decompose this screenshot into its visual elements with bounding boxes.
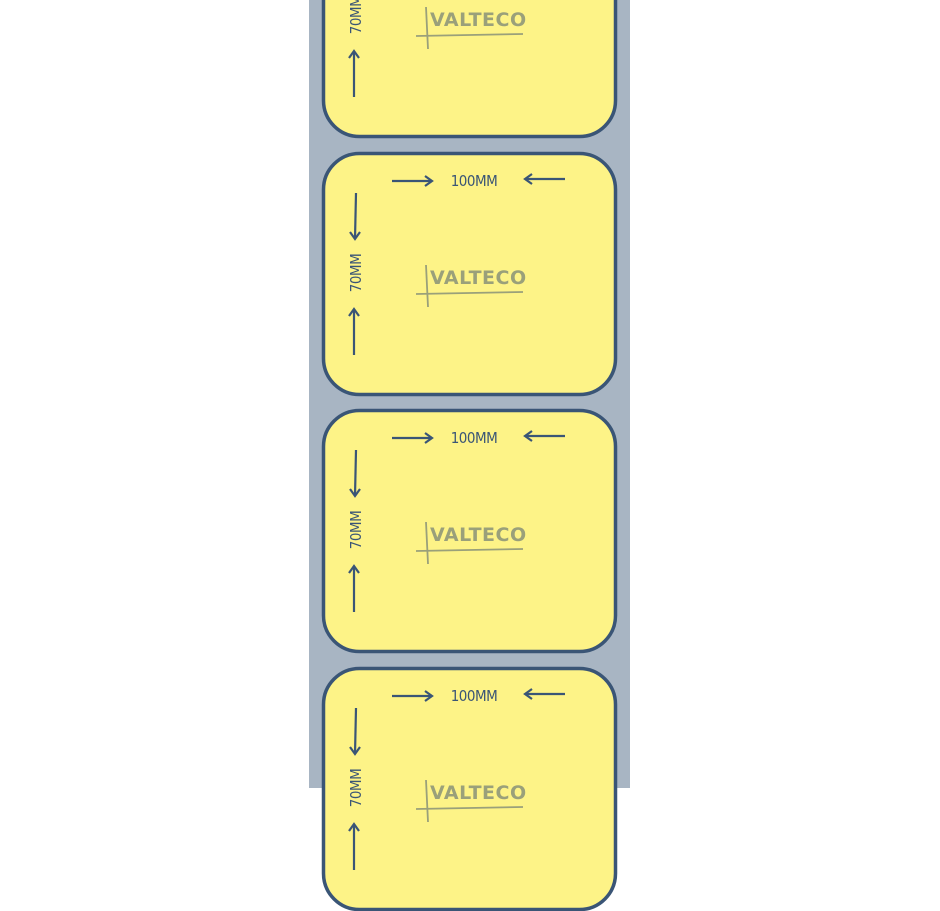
label-graphic: 100MM 70MM VALTECO — [321, 666, 618, 911]
label: 100MM 70MM VALTECO — [321, 666, 618, 911]
label: 100MM 70MM VALTECO — [321, 151, 618, 397]
arrow-down-icon — [349, 192, 361, 241]
arrow-left-icon — [523, 688, 565, 700]
height-dimension: 70MM — [347, 254, 365, 292]
arrow-right-icon — [392, 175, 434, 187]
height-dimension: 70MM — [347, 0, 365, 34]
valteco-logo: VALTECO — [415, 521, 527, 565]
label-shape — [321, 408, 618, 654]
label: 100MM 70MM VALTECO — [321, 408, 618, 654]
valteco-logo: VALTECO — [415, 264, 527, 308]
valteco-logo: VALTECO — [415, 6, 527, 50]
height-dimension: 70MM — [347, 769, 365, 807]
label: 100MM 70MM VALTECO — [321, 0, 618, 139]
arrow-left-icon — [523, 173, 565, 185]
arrow-right-icon — [392, 690, 434, 702]
svg-text:VALTECO: VALTECO — [430, 267, 527, 289]
label-roll-liner: 100MM 70MM VALTECO 100MM 70MM — [309, 0, 630, 911]
arrow-down-icon — [349, 707, 361, 756]
svg-text:VALTECO: VALTECO — [430, 524, 527, 546]
label-shape — [321, 0, 618, 139]
label-shape — [321, 151, 618, 397]
arrow-up-icon — [348, 564, 360, 612]
arrow-right-icon — [392, 432, 434, 444]
arrow-up-icon — [348, 307, 360, 355]
width-dimension: 100MM — [451, 687, 498, 705]
width-dimension: 100MM — [451, 429, 498, 447]
arrow-down-icon — [349, 449, 361, 498]
arrow-left-icon — [523, 430, 565, 442]
label-graphic: 100MM 70MM VALTECO — [321, 408, 618, 654]
label-graphic: 100MM 70MM VALTECO — [321, 151, 618, 397]
svg-text:VALTECO: VALTECO — [430, 9, 527, 31]
label-graphic: 100MM 70MM VALTECO — [321, 0, 618, 139]
height-dimension: 70MM — [347, 511, 365, 549]
width-dimension: 100MM — [451, 172, 498, 190]
svg-text:VALTECO: VALTECO — [430, 782, 527, 804]
arrow-up-icon — [348, 49, 360, 97]
